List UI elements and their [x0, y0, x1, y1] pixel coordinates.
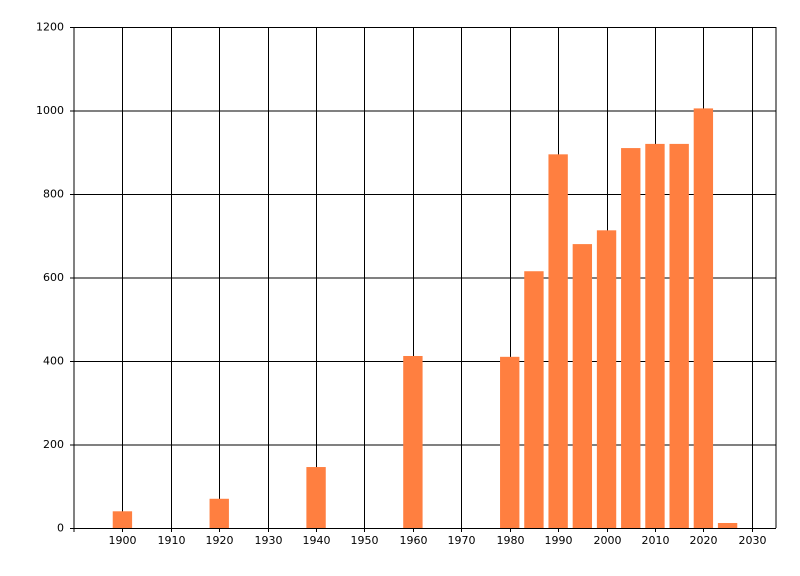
bar: [596, 230, 617, 528]
bar: [548, 154, 568, 528]
y-tick-label: 400: [43, 355, 64, 368]
x-tick-label: 1920: [206, 534, 234, 547]
bar: [524, 271, 544, 528]
y-tick-label: 200: [43, 438, 64, 451]
x-tick-label: 2020: [690, 534, 718, 547]
bar: [621, 148, 641, 528]
bar: [572, 244, 593, 528]
y-tick-label: 600: [43, 271, 64, 284]
x-tick-label: 2030: [739, 534, 767, 547]
bar: [112, 511, 133, 528]
x-tick-label: 1970: [448, 534, 476, 547]
bar: [645, 143, 665, 528]
x-tick-label: 2000: [594, 534, 622, 547]
bar: [500, 356, 520, 528]
bar: [717, 522, 738, 528]
y-tick-label: 1200: [36, 21, 64, 34]
bar: [693, 108, 714, 528]
y-tick-label: 0: [57, 522, 64, 535]
bar: [209, 498, 229, 528]
y-tick-label: 800: [43, 188, 64, 201]
x-tick-label: 1950: [351, 534, 379, 547]
y-tick-label: 1000: [36, 104, 64, 117]
x-tick-label: 1900: [109, 534, 137, 547]
x-tick-label: 2010: [642, 534, 670, 547]
x-tick-label: 1940: [303, 534, 331, 547]
x-tick-label: 1960: [400, 534, 428, 547]
x-tick-label: 1980: [497, 534, 525, 547]
x-tick-label: 1930: [255, 534, 283, 547]
x-tick-label: 1990: [545, 534, 573, 547]
bar: [669, 143, 689, 528]
x-tick-label: 1910: [158, 534, 186, 547]
bar: [403, 355, 423, 528]
bar: [306, 467, 326, 528]
